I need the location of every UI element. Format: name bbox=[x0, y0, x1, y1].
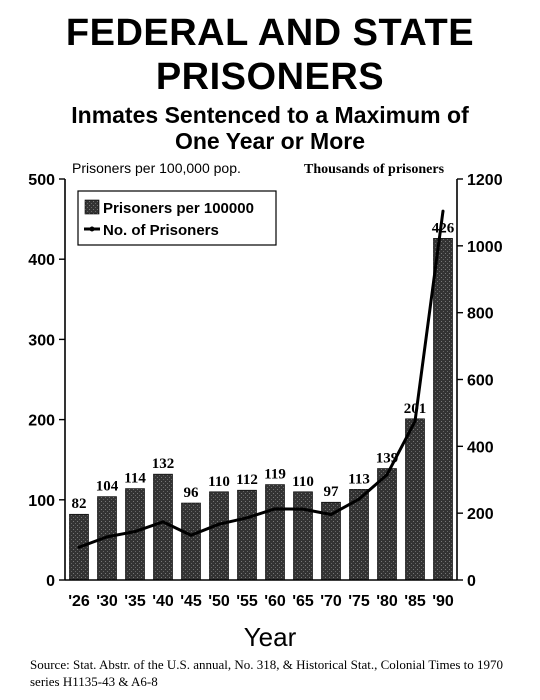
bar-50 bbox=[209, 491, 229, 581]
bar-65 bbox=[293, 491, 313, 581]
x-tick-label: '90 bbox=[432, 593, 454, 610]
line-point-40 bbox=[161, 520, 165, 524]
bar-85 bbox=[405, 418, 425, 581]
x-tick-label: '55 bbox=[236, 593, 258, 610]
right-tick-label: 800 bbox=[467, 306, 494, 323]
x-axis-label: Year bbox=[243, 622, 297, 652]
line-point-65 bbox=[301, 507, 305, 511]
x-tick-label: '65 bbox=[292, 593, 314, 610]
line-point-55 bbox=[245, 516, 249, 520]
right-tick-label: 600 bbox=[467, 373, 494, 390]
x-tick-label: '45 bbox=[180, 593, 202, 610]
legend-box bbox=[77, 190, 277, 246]
x-tick-label: '80 bbox=[376, 593, 398, 610]
x-tick-label: '70 bbox=[320, 593, 342, 610]
x-tick-label: '85 bbox=[404, 593, 426, 610]
bar-value-label: 96 bbox=[184, 485, 200, 501]
chart-title-line-1: FEDERAL AND STATE bbox=[65, 12, 475, 54]
line-point-50 bbox=[217, 522, 221, 526]
bar-value-label: 113 bbox=[348, 471, 370, 487]
line-point-26 bbox=[77, 545, 81, 549]
line-point-45 bbox=[189, 533, 193, 537]
source-note: Source: Stat. Abstr. of the U.S. annual,… bbox=[30, 657, 504, 689]
bar-value-label: 104 bbox=[96, 479, 119, 495]
legend-line-label: No. of Prisoners bbox=[103, 222, 219, 239]
right-tick-label: 200 bbox=[467, 506, 494, 523]
bar-value-label: 132 bbox=[152, 456, 175, 472]
legend: Prisoners per 100000 No. of Prisoners bbox=[77, 190, 277, 246]
legend-bar-label: Prisoners per 100000 bbox=[103, 200, 254, 217]
bar-value-label: 119 bbox=[264, 467, 286, 483]
right-tick-label: 1000 bbox=[467, 239, 503, 256]
bar-value-label: 110 bbox=[292, 474, 314, 490]
right-tick-label: 0 bbox=[467, 573, 476, 590]
chart-subtitle-line-1: Inmates Sentenced to a Maximum of bbox=[71, 102, 469, 128]
left-axis-label: Prisoners per 100,000 pop. bbox=[72, 160, 241, 176]
x-tick-label: '35 bbox=[124, 593, 146, 610]
x-tick-label: '50 bbox=[208, 593, 230, 610]
legend-bar-swatch bbox=[84, 199, 100, 215]
left-tick-label: 0 bbox=[46, 573, 55, 590]
bar-90 bbox=[433, 238, 453, 581]
bar-value-label: 114 bbox=[124, 471, 146, 487]
line-point-35 bbox=[133, 530, 137, 534]
x-tick-label: '30 bbox=[96, 593, 118, 610]
right-tick-label: 400 bbox=[467, 439, 494, 456]
bar-40 bbox=[153, 473, 173, 581]
right-tick-label: 1200 bbox=[467, 172, 503, 189]
line-point-30 bbox=[105, 535, 109, 539]
x-tick-label: '60 bbox=[264, 593, 286, 610]
bar-value-label: 201 bbox=[404, 401, 427, 417]
left-tick-label: 400 bbox=[28, 252, 55, 269]
bar-80 bbox=[377, 468, 397, 581]
bar-series bbox=[69, 238, 453, 581]
x-tick-label: '26 bbox=[68, 593, 90, 610]
x-tick-label: '75 bbox=[348, 593, 370, 610]
axes: 82 104 114 132 96 110 112 119 110 97 113 139 201 426 0… bbox=[28, 172, 502, 610]
bar-55 bbox=[237, 489, 257, 581]
left-tick-label: 100 bbox=[28, 493, 55, 510]
bar-value-label: 112 bbox=[236, 472, 258, 488]
line-point-85 bbox=[413, 419, 417, 423]
bar-60 bbox=[265, 484, 285, 581]
chart-subtitle-line-2: One Year or More bbox=[174, 128, 366, 154]
left-tick-label: 200 bbox=[28, 413, 55, 430]
line-point-75 bbox=[357, 497, 361, 501]
bar-value-label: 97 bbox=[324, 484, 340, 500]
line-series bbox=[77, 209, 445, 549]
chart-title-line-2: PRISONERS bbox=[155, 56, 385, 98]
left-tick-label: 300 bbox=[28, 332, 55, 349]
legend-line-marker bbox=[89, 226, 95, 232]
x-tick-label: '40 bbox=[152, 593, 174, 610]
right-axis-label: Thousands of prisoners bbox=[304, 162, 445, 177]
bar-value-label: 110 bbox=[208, 474, 230, 490]
prisoners-line bbox=[78, 210, 445, 549]
bar-value-label: 139 bbox=[376, 451, 399, 467]
bar-value-label: 82 bbox=[72, 496, 87, 512]
line-point-90 bbox=[441, 209, 445, 213]
left-tick-label: 500 bbox=[28, 172, 55, 189]
bar-45 bbox=[181, 502, 201, 581]
line-point-70 bbox=[329, 513, 333, 517]
bar-value-label: 426 bbox=[432, 220, 455, 236]
line-point-80 bbox=[385, 473, 389, 477]
line-point-60 bbox=[273, 507, 277, 511]
